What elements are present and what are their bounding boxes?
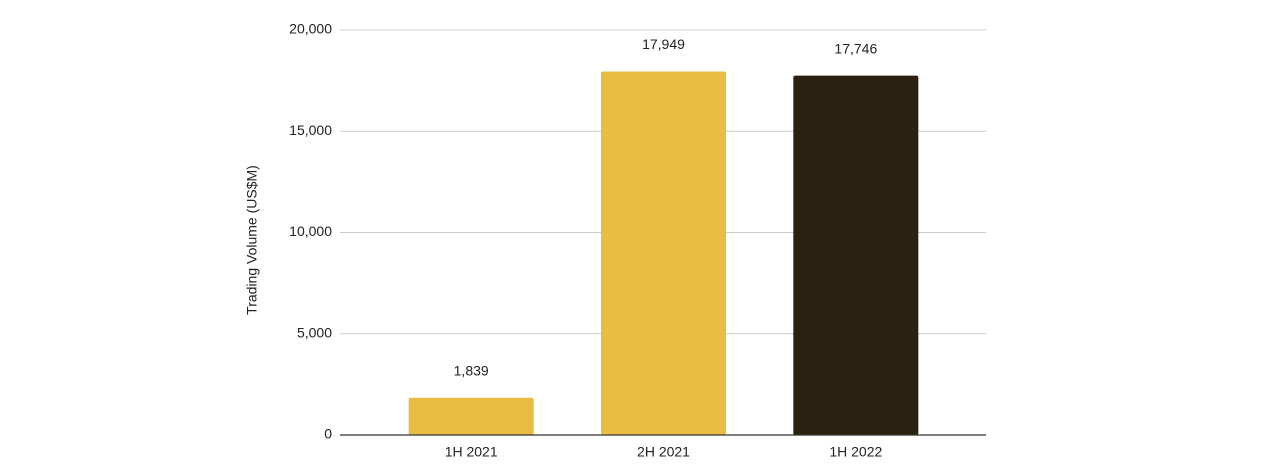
y-tick-label: 15,000	[289, 122, 332, 138]
value-label: 17,746	[834, 40, 877, 56]
value-label: 1,839	[454, 362, 489, 378]
bar	[600, 71, 727, 436]
x-tick-label: 1H 2022	[829, 444, 882, 460]
y-tick-label: 20,000	[289, 21, 332, 37]
value-label: 17,949	[642, 36, 685, 52]
bar	[793, 75, 919, 436]
x-tick-label: 1H 2021	[445, 444, 498, 460]
x-tick-label: 2H 2021	[637, 444, 690, 460]
y-tick-label: 10,000	[289, 223, 332, 239]
y-tick-label: 0	[324, 426, 332, 442]
bar	[408, 397, 534, 435]
y-axis-label: Trading Volume (US$M)	[244, 165, 260, 315]
y-tick-label: 5,000	[297, 324, 332, 340]
